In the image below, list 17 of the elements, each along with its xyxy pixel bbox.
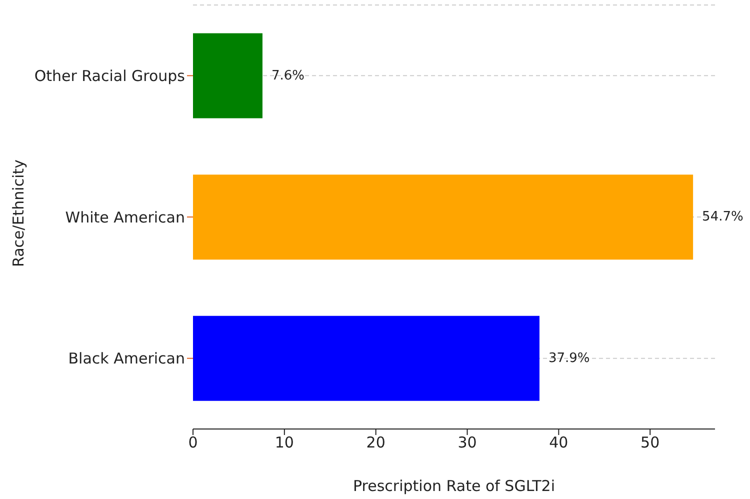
x-tick-label: 40 <box>549 434 568 452</box>
y-axis-title: Race/Ethnicity <box>9 159 28 267</box>
x-tick-label: 30 <box>458 434 477 452</box>
x-axis-title: Prescription Rate of SGLT2i <box>353 477 555 495</box>
data-label: 37.9% <box>548 350 590 366</box>
x-tick-label: 0 <box>188 434 198 452</box>
data-label: 54.7% <box>702 210 744 225</box>
data-label: 7.6% <box>271 68 305 84</box>
x-tick-label: 50 <box>640 434 660 452</box>
bar <box>193 316 540 401</box>
bar <box>193 33 262 118</box>
y-tick-label: White American <box>65 208 185 226</box>
y-tick-label: Other Racial Groups <box>34 66 186 85</box>
x-tick-label: 10 <box>274 434 294 452</box>
x-tick-label: 20 <box>366 434 386 452</box>
bar <box>193 174 694 260</box>
y-tick-label: Black American <box>68 350 185 368</box>
